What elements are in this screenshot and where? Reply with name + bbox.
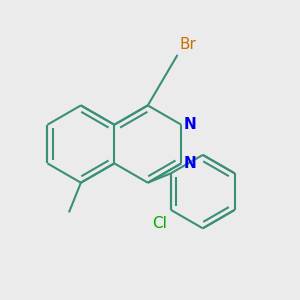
Text: Br: Br — [179, 37, 196, 52]
Text: N: N — [184, 156, 196, 171]
Text: N: N — [184, 117, 196, 132]
Text: Cl: Cl — [152, 216, 167, 231]
